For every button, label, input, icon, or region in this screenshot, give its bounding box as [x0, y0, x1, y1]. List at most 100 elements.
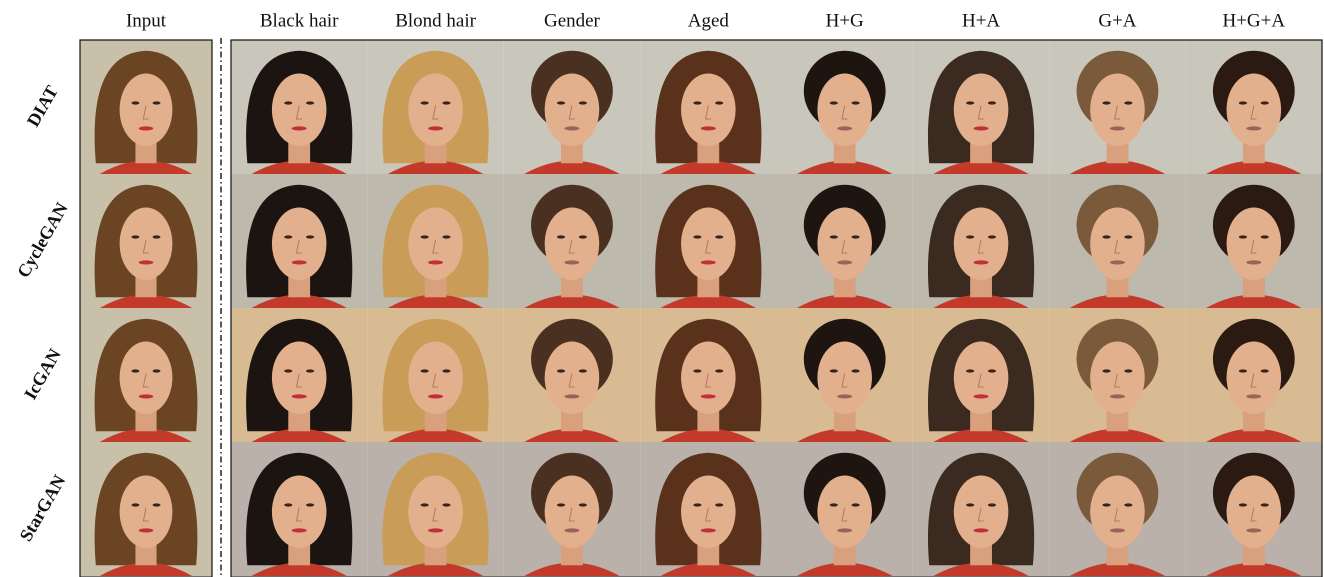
mouth	[1110, 260, 1125, 264]
result-image	[231, 174, 367, 308]
face	[817, 208, 872, 280]
mouth	[974, 260, 989, 264]
mouth	[139, 260, 154, 264]
face	[1227, 476, 1282, 548]
mouth	[974, 394, 989, 398]
eye	[131, 369, 139, 372]
result-image	[231, 40, 367, 174]
mouth	[701, 394, 716, 398]
result-image	[913, 442, 1049, 576]
eye	[1239, 235, 1247, 238]
result-image	[1049, 442, 1185, 576]
eye	[306, 369, 314, 372]
eye	[153, 235, 161, 238]
column-header: Gender	[544, 10, 601, 31]
face	[954, 342, 1009, 414]
eye	[852, 503, 860, 506]
result-image	[777, 174, 913, 308]
mouth	[837, 126, 852, 130]
face	[545, 74, 600, 146]
result-image	[777, 40, 913, 174]
mouth	[837, 260, 852, 264]
eye	[1261, 235, 1269, 238]
eye	[1239, 369, 1247, 372]
eye	[153, 503, 161, 506]
mouth	[1110, 394, 1125, 398]
face	[120, 476, 173, 548]
mouth	[139, 394, 154, 398]
eye	[284, 101, 292, 104]
input-image	[80, 174, 212, 308]
face	[1227, 208, 1282, 280]
result-image	[504, 40, 640, 174]
result-image	[1186, 442, 1322, 576]
result-image	[913, 40, 1049, 174]
column-header: Aged	[688, 10, 730, 31]
eye	[1124, 101, 1132, 104]
mouth	[292, 260, 307, 264]
face	[545, 476, 600, 548]
result-image	[640, 40, 776, 174]
mouth	[974, 126, 989, 130]
face	[120, 74, 173, 146]
mouth	[292, 394, 307, 398]
mouth	[837, 528, 852, 532]
mouth	[428, 126, 443, 130]
eye	[830, 101, 838, 104]
result-image	[1049, 174, 1185, 308]
mouth	[837, 394, 852, 398]
mouth	[428, 528, 443, 532]
mouth	[1246, 260, 1261, 264]
mouth	[564, 260, 579, 264]
face	[545, 208, 600, 280]
eye	[442, 101, 450, 104]
eye	[988, 369, 996, 372]
eye	[131, 503, 139, 506]
face	[1090, 208, 1145, 280]
result-image	[1186, 40, 1322, 174]
row-label: StarGAN	[15, 471, 69, 544]
eye	[693, 369, 701, 372]
mouth	[428, 260, 443, 264]
eye	[153, 369, 161, 372]
eye	[442, 503, 450, 506]
result-image	[231, 308, 367, 442]
eye	[557, 369, 565, 372]
column-header: Blond hair	[395, 10, 476, 31]
eye	[579, 235, 587, 238]
eye	[715, 369, 723, 372]
face	[1090, 476, 1145, 548]
row-label: CycleGAN	[13, 199, 72, 281]
eye	[693, 503, 701, 506]
input-image	[80, 40, 212, 174]
row-label: IcGAN	[20, 345, 65, 403]
mouth	[701, 126, 716, 130]
face	[817, 74, 872, 146]
eye	[557, 101, 565, 104]
mouth	[1246, 528, 1261, 532]
mouth	[974, 528, 989, 532]
eye	[693, 101, 701, 104]
eye	[153, 101, 161, 104]
column-header: G+A	[1098, 10, 1136, 31]
eye	[852, 369, 860, 372]
result-image	[777, 308, 913, 442]
result-image	[367, 442, 503, 576]
mouth	[139, 528, 154, 532]
eye	[579, 369, 587, 372]
result-image	[1049, 308, 1185, 442]
mouth	[292, 528, 307, 532]
eye	[284, 235, 292, 238]
face	[1090, 342, 1145, 414]
eye	[1102, 235, 1110, 238]
figure: Input DIATCycleGANIcGANStarGANBlack hair…	[0, 0, 1324, 577]
eye	[557, 503, 565, 506]
page: Input DIATCycleGANIcGANStarGANBlack hair…	[0, 0, 1324, 577]
eye	[442, 369, 450, 372]
face	[272, 74, 327, 146]
eye	[579, 503, 587, 506]
eye	[852, 235, 860, 238]
result-image	[1186, 174, 1322, 308]
eye	[1261, 101, 1269, 104]
eye	[421, 101, 429, 104]
